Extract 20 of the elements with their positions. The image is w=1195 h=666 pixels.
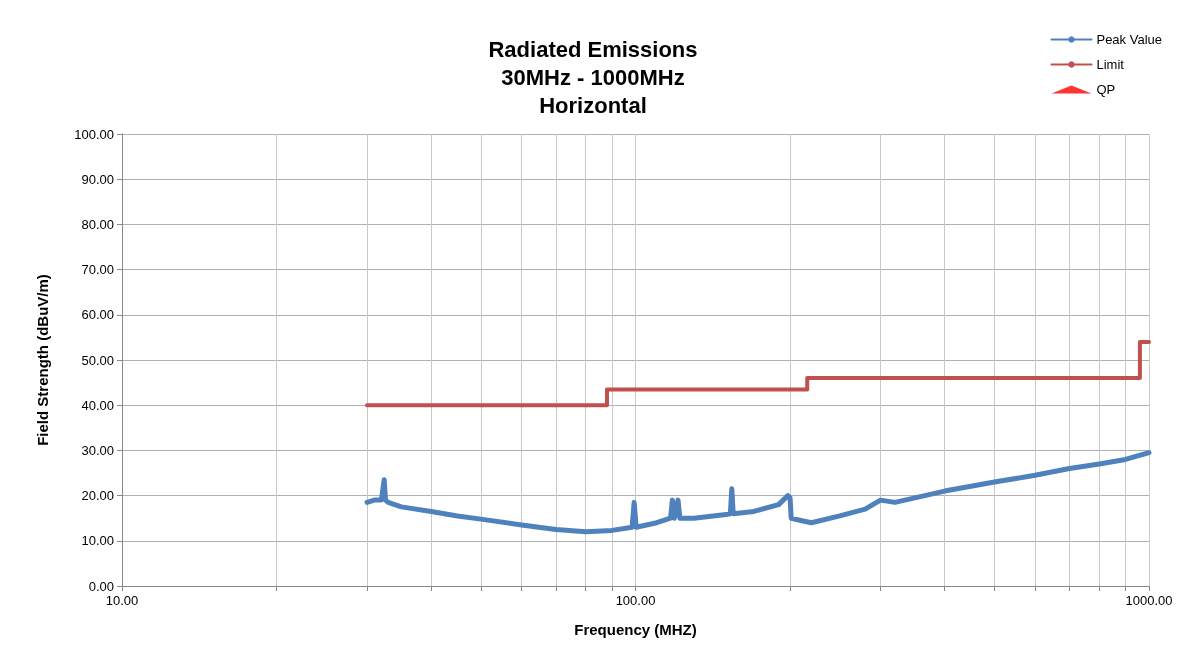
chart-title: Radiated Emissions 30MHz - 1000MHz Horizontal [488, 36, 698, 118]
legend-label: Limit [1096, 57, 1125, 72]
y-tick-label: 50.00 [81, 352, 114, 368]
y-tick-label: 90.00 [81, 171, 114, 187]
x-tick-label: 10.00 [105, 593, 139, 608]
y-tick-label: 20.00 [81, 488, 114, 504]
x-tick-label: 1000.00 [1125, 593, 1173, 608]
legend-label: Peak Value [1096, 32, 1162, 47]
y-tick-label: 40.00 [81, 397, 114, 413]
y-tick-label: 60.00 [81, 307, 114, 323]
y-tick-label: 0.00 [88, 578, 114, 594]
y-tick-label: 30.00 [81, 442, 114, 458]
legend-label: QP [1096, 82, 1116, 97]
y-tick-label: 70.00 [81, 262, 114, 278]
y-tick-label: 80.00 [81, 216, 114, 232]
y-tick-label: 100.00 [74, 126, 114, 142]
x-tick-label: 100.00 [615, 593, 656, 608]
x-axis-title: Frequency (MHZ) [574, 621, 697, 638]
y-tick-label: 10.00 [81, 533, 114, 549]
y-axis-title: Field Strength (dBuV/m) [34, 274, 51, 446]
